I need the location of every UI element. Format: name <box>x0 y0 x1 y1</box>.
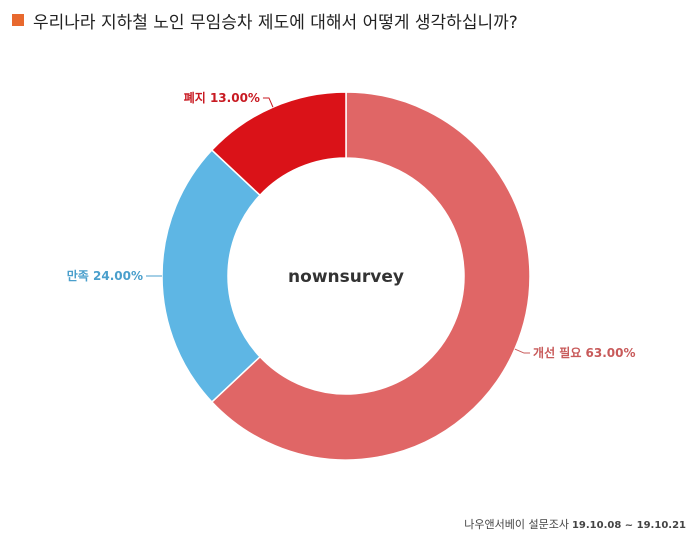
title-marker-square <box>12 14 24 26</box>
donut-slice <box>210 91 531 461</box>
slice-leader-line <box>514 348 531 354</box>
donut-slice <box>161 148 262 404</box>
survey-date-range: 19.10.08 ~ 19.10.21 <box>571 520 686 531</box>
chart-title: 우리나라 지하철 노인 무임승차 제도에 대해서 어떻게 생각하십니까? <box>33 12 518 33</box>
slice-label: 만족 24.00% <box>67 268 143 283</box>
donut-slice <box>210 91 347 197</box>
chart-title-row: 우리나라 지하철 노인 무임승차 제도에 대해서 어떻게 생각하십니까? <box>12 8 518 33</box>
slice-label: 폐지 13.00% <box>184 90 260 105</box>
donut-center-label: nownsurvey <box>288 267 404 287</box>
slice-label: 개선 필요 63.00% <box>533 345 636 360</box>
slice-leader-line <box>262 97 274 108</box>
chart-footer: 나우앤서베이 설문조사 19.10.08 ~ 19.10.21 <box>464 516 686 532</box>
survey-source: 나우앤서베이 설문조사 <box>464 518 569 531</box>
